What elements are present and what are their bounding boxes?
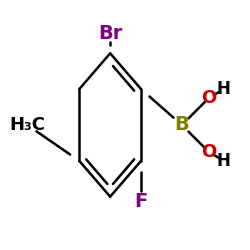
Text: H: H — [217, 80, 231, 98]
Text: H₃C: H₃C — [9, 116, 45, 134]
Text: F: F — [134, 192, 148, 211]
Text: Br: Br — [98, 24, 122, 43]
Text: B: B — [174, 116, 189, 134]
Text: O: O — [202, 89, 217, 107]
Text: O: O — [202, 143, 217, 161]
Text: H: H — [217, 152, 231, 170]
